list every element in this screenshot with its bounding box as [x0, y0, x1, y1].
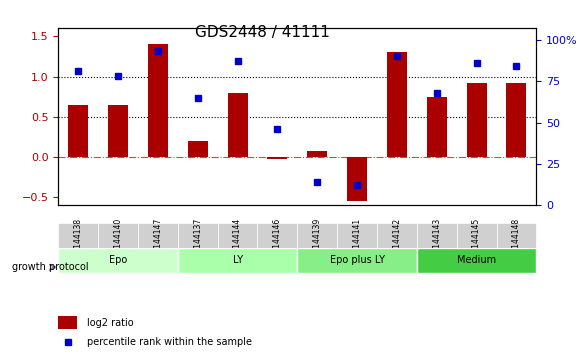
Text: GSM144144: GSM144144 [233, 218, 242, 264]
FancyBboxPatch shape [58, 223, 98, 258]
FancyBboxPatch shape [456, 223, 497, 258]
FancyBboxPatch shape [178, 248, 297, 273]
FancyBboxPatch shape [417, 248, 536, 273]
Text: GSM144147: GSM144147 [153, 218, 163, 264]
Bar [68, 105, 88, 157]
FancyBboxPatch shape [217, 223, 258, 258]
Text: GSM144140: GSM144140 [114, 218, 122, 264]
FancyBboxPatch shape [98, 223, 138, 258]
Text: log2 ratio: log2 ratio [87, 318, 134, 328]
Bar [148, 44, 168, 157]
Text: Epo: Epo [109, 255, 127, 265]
FancyBboxPatch shape [337, 223, 377, 258]
Text: GSM144141: GSM144141 [353, 218, 361, 264]
Bar [307, 152, 327, 157]
Bar [227, 93, 248, 157]
Text: GDS2448 / 41111: GDS2448 / 41111 [195, 25, 330, 40]
Bar [268, 157, 287, 159]
Bar [507, 83, 526, 157]
FancyBboxPatch shape [417, 223, 456, 258]
Bar [427, 97, 447, 157]
Text: GSM144143: GSM144143 [432, 218, 441, 264]
Text: GSM144139: GSM144139 [312, 218, 322, 264]
FancyBboxPatch shape [58, 248, 178, 273]
Text: GSM144146: GSM144146 [273, 218, 282, 264]
Text: GSM144148: GSM144148 [512, 218, 521, 264]
Text: GSM144142: GSM144142 [392, 218, 402, 264]
Bar [466, 83, 487, 157]
Text: LY: LY [233, 255, 243, 265]
FancyBboxPatch shape [297, 223, 337, 258]
FancyBboxPatch shape [138, 223, 178, 258]
Text: GSM144138: GSM144138 [73, 218, 83, 264]
Text: GSM144137: GSM144137 [193, 218, 202, 264]
Bar [58, 316, 78, 329]
Text: Medium: Medium [457, 255, 496, 265]
Bar [347, 157, 367, 201]
FancyBboxPatch shape [258, 223, 297, 258]
Text: growth protocol: growth protocol [12, 262, 88, 272]
Bar [108, 105, 128, 157]
Text: Epo plus LY: Epo plus LY [329, 255, 385, 265]
Bar [188, 141, 208, 157]
Bar [387, 52, 407, 157]
FancyBboxPatch shape [297, 248, 417, 273]
Text: GSM144145: GSM144145 [472, 218, 481, 264]
FancyBboxPatch shape [178, 223, 217, 258]
Text: percentile rank within the sample: percentile rank within the sample [87, 337, 252, 347]
FancyBboxPatch shape [377, 223, 417, 258]
FancyBboxPatch shape [497, 223, 536, 258]
